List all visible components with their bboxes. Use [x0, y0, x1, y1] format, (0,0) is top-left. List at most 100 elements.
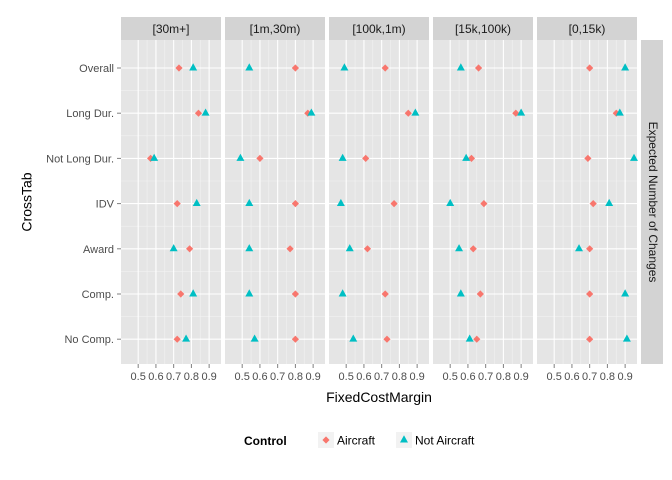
x-tick-label: 0.7: [582, 371, 597, 383]
point-aircraft: [173, 335, 181, 343]
x-tick-label: 0.7: [270, 371, 285, 383]
panel-strip-label: [15k,100k): [455, 22, 511, 36]
point-not-aircraft: [462, 153, 471, 161]
point-aircraft: [586, 335, 594, 343]
y-tick-label: Award: [83, 244, 114, 256]
point-aircraft: [186, 245, 194, 253]
point-not-aircraft: [622, 334, 631, 342]
x-tick-label: 0.6: [356, 371, 371, 383]
point-aircraft: [362, 154, 370, 162]
point-not-aircraft: [465, 334, 474, 342]
panel-strip: [225, 17, 325, 40]
x-tick-label: 0.9: [409, 371, 424, 383]
panel-strip-label: [100k,1m): [352, 22, 405, 36]
point-aircraft: [256, 154, 264, 162]
point-aircraft: [363, 245, 372, 253]
panel-background: [225, 40, 325, 364]
x-tick-label: 0.6: [564, 371, 579, 383]
legend-entries: Aircraft Not Aircraft: [318, 432, 475, 448]
x-tick-label: 0.6: [460, 371, 475, 383]
point-aircraft: [194, 109, 203, 117]
point-not-aircraft: [456, 63, 465, 71]
y-axis: Overall Long Dur. Not Long Dur. IDV Award Com…: [46, 63, 121, 346]
point-not-aircraft: [340, 63, 349, 71]
point-not-aircraft: [411, 108, 420, 116]
panel: 0.5 0.6 0.7 0.8 0.9 [1m,30m): [225, 17, 325, 383]
point-aircraft: [381, 290, 389, 298]
point-aircraft: [173, 200, 181, 208]
x-tick-label: 0.7: [166, 371, 181, 383]
point-not-aircraft: [517, 108, 526, 116]
x-tick-label: 0.9: [513, 371, 528, 383]
panel-strip-label: [30m+]: [152, 22, 189, 36]
legend: Control Aircraft Not Aircraft: [244, 432, 475, 448]
panel-background: [121, 40, 221, 364]
x-tick-label: 0.9: [305, 371, 320, 383]
x-tick-label: 0.9: [617, 371, 632, 383]
point-aircraft: [404, 109, 412, 117]
panel: 0.5 0.6 0.7 0.8 0.9 [100k,1m): [329, 17, 429, 383]
x-axis-title: FixedCostMargin: [326, 389, 432, 405]
y-tick-label: Overall: [79, 63, 114, 75]
point-not-aircraft: [150, 153, 159, 161]
x-tick-label: 0.7: [478, 371, 493, 383]
point-not-aircraft: [201, 108, 210, 116]
point-aircraft: [390, 200, 398, 208]
panel-strip-label: [1m,30m): [250, 22, 301, 36]
point-aircraft: [584, 154, 592, 162]
x-tick-label: 0.8: [288, 371, 303, 383]
point-not-aircraft: [245, 198, 254, 207]
panel-strip: [433, 17, 533, 40]
point-aircraft: [383, 335, 391, 343]
point-aircraft: [586, 245, 594, 253]
facet-strip-label: Expected Number of Changes: [646, 122, 660, 283]
facet-strip-right: Expected Number of Changes: [641, 40, 663, 364]
panel-strip: [121, 17, 221, 40]
point-not-aircraft: [189, 289, 198, 297]
point-aircraft: [286, 245, 294, 253]
x-tick-label: 0.5: [131, 371, 146, 383]
point-aircraft: [469, 245, 477, 253]
point-not-aircraft: [621, 63, 630, 71]
legend-key-aircraft: [322, 436, 330, 444]
x-tick-label: 0.9: [201, 371, 216, 383]
point-not-aircraft: [455, 244, 464, 252]
point-not-aircraft: [345, 244, 354, 252]
point-aircraft: [291, 64, 299, 72]
point-not-aircraft: [245, 63, 254, 71]
x-tick-label: 0.5: [547, 371, 562, 383]
point-not-aircraft: [250, 334, 259, 342]
point-not-aircraft: [615, 108, 624, 116]
y-tick-label: IDV: [96, 199, 115, 211]
point-aircraft: [589, 200, 597, 208]
point-not-aircraft: [336, 198, 345, 207]
legend-entry-label: Not Aircraft: [415, 434, 475, 448]
point-not-aircraft: [182, 334, 191, 342]
x-tick-label: 0.6: [148, 371, 163, 383]
x-tick-label: 0.6: [252, 371, 267, 383]
point-not-aircraft: [189, 63, 198, 71]
point-not-aircraft: [621, 289, 630, 297]
panels-layer: 0.5 0.6 0.7 0.8 0.9[30m+]0.5 0.6 0.7 0.8 0.9[1m,…: [121, 17, 638, 383]
point-not-aircraft: [456, 289, 465, 297]
panel: 0.5 0.6 0.7 0.8 0.9 [15k,100k): [433, 17, 533, 383]
point-aircraft: [175, 64, 183, 72]
x-tick-label: 0.5: [235, 371, 250, 383]
x-tick-label: 0.5: [443, 371, 458, 383]
point-not-aircraft: [349, 334, 358, 342]
y-tick-label: Long Dur.: [66, 108, 114, 120]
point-not-aircraft: [338, 289, 347, 297]
point-not-aircraft: [338, 153, 347, 161]
y-tick-label: No Comp.: [64, 334, 114, 346]
panel-strip: [329, 17, 429, 40]
point-aircraft: [476, 290, 484, 298]
point-aircraft: [480, 200, 488, 208]
legend-key-not-aircraft: [400, 435, 408, 443]
point-aircraft: [586, 64, 594, 72]
x-tick-label: 0.5: [339, 371, 354, 383]
point-aircraft: [467, 154, 476, 162]
point-aircraft: [586, 290, 594, 298]
y-tick-label: Comp.: [82, 289, 114, 301]
point-not-aircraft: [169, 244, 178, 252]
